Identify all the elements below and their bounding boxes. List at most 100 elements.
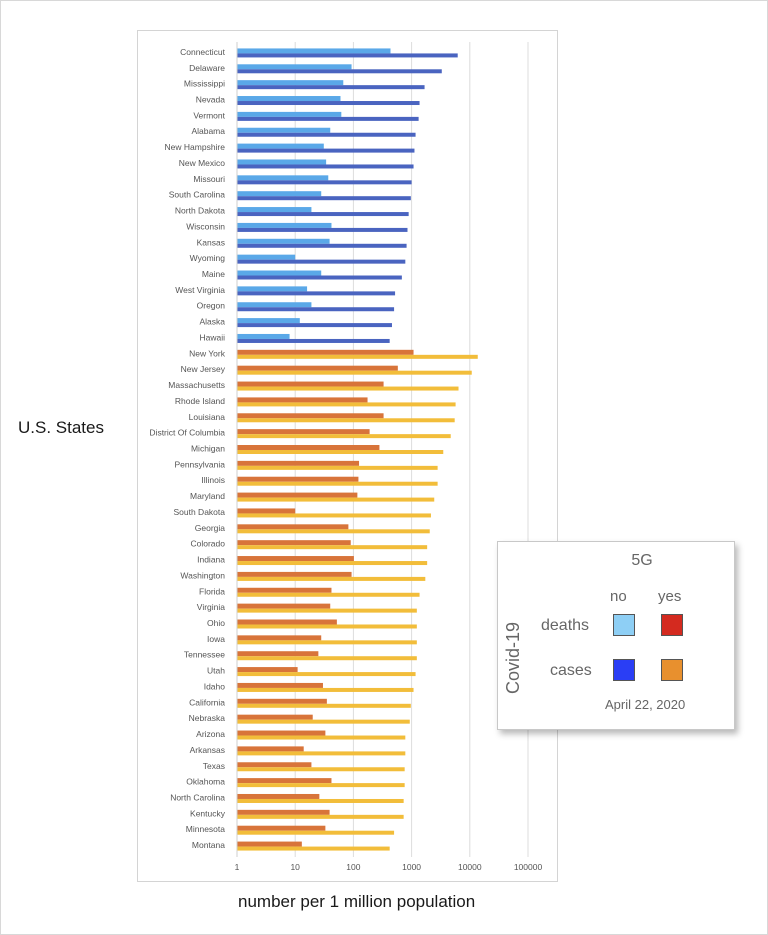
bar-deaths [237, 413, 384, 419]
bar-deaths [237, 64, 352, 70]
category-label: Virginia [197, 602, 225, 612]
category-label: North Carolina [170, 792, 225, 802]
bar-deaths [237, 397, 368, 403]
category-label: Iowa [207, 634, 225, 644]
legend-row-title: Covid-19 [503, 621, 523, 694]
category-label: New Hampshire [165, 142, 226, 152]
category-label: Kentucky [190, 808, 226, 818]
category-label: Florida [199, 586, 225, 596]
bar-deaths [237, 476, 359, 482]
bar-cases [237, 481, 438, 486]
category-label: Idaho [204, 681, 226, 691]
legend-date: April 22, 2020 [605, 697, 686, 712]
bar-deaths [237, 730, 326, 736]
category-label: New Mexico [179, 158, 226, 168]
x-tick-label: 100000 [514, 862, 543, 872]
category-label: Maine [202, 269, 225, 279]
bar-cases [237, 735, 406, 740]
bar-cases [237, 846, 390, 851]
legend: 5G no yes Covid-19 deaths cases April 22… [497, 541, 735, 730]
bar-cases [237, 767, 405, 772]
category-label: Michigan [191, 444, 225, 454]
bar-cases [237, 227, 408, 232]
bar-cases [237, 687, 414, 692]
bar-cases [237, 259, 406, 264]
bar-cases [237, 53, 458, 58]
y-axis-label: U.S. States [18, 418, 104, 437]
plot-panel [137, 30, 558, 882]
bar-cases [237, 116, 419, 121]
x-tick-label: 1 [235, 862, 240, 872]
bar-deaths [237, 318, 300, 324]
category-label: Oregon [197, 301, 226, 311]
category-label: Colorado [191, 539, 226, 549]
bar-cases [237, 450, 444, 454]
bar-cases [237, 370, 472, 375]
category-label: Mississippi [184, 79, 225, 89]
bar-cases [237, 164, 414, 169]
category-label: Indiana [197, 555, 225, 565]
bar-cases [237, 814, 404, 819]
bar-cases [237, 783, 405, 788]
category-label: Nevada [196, 95, 226, 105]
bar-cases [237, 545, 428, 550]
category-label: New Jersey [181, 364, 226, 374]
bar-deaths [237, 778, 332, 784]
category-label: Tennessee [184, 650, 225, 660]
bar-deaths [237, 793, 320, 799]
legend-swatch-cases-yes [661, 659, 683, 681]
bar-cases [237, 656, 417, 661]
bar-deaths [237, 667, 298, 673]
bar-cases [237, 307, 395, 312]
category-label: Vermont [193, 110, 225, 120]
bar-deaths [237, 143, 324, 149]
bar-cases [237, 323, 392, 328]
bar-cases [237, 703, 411, 708]
bar-cases [237, 402, 456, 407]
bar-deaths [237, 349, 414, 355]
category-label: Delaware [189, 63, 225, 73]
category-label: Arkansas [190, 745, 225, 755]
bar-deaths [237, 619, 337, 625]
bar-deaths [237, 540, 351, 546]
category-label: North Dakota [175, 206, 225, 216]
bar-deaths [237, 429, 370, 435]
x-axis-label: number per 1 million population [238, 892, 476, 911]
bar-cases [237, 212, 409, 217]
bar-deaths [237, 445, 380, 450]
category-label: Washington [180, 570, 225, 580]
category-label: Georgia [195, 523, 226, 533]
category-label: Maryland [190, 491, 225, 501]
bar-deaths [237, 714, 313, 720]
bar-cases [237, 529, 430, 534]
bar-cases [237, 148, 415, 153]
x-tick-label: 1000 [402, 862, 421, 872]
bar-deaths [237, 762, 312, 768]
bar-cases [237, 624, 417, 629]
bar-deaths [237, 508, 296, 514]
bar-deaths [237, 682, 323, 688]
bar-cases [237, 434, 451, 439]
bar-deaths [237, 286, 308, 292]
bar-deaths [237, 80, 344, 86]
category-label: New York [189, 348, 226, 358]
bar-cases [237, 497, 435, 502]
bar-cases [237, 640, 417, 645]
legend-row-cases: cases [550, 662, 592, 679]
bar-cases [237, 561, 428, 566]
category-label: Missouri [193, 174, 225, 184]
bar-cases [237, 513, 431, 518]
bar-deaths [237, 96, 341, 102]
bar-cases [237, 418, 455, 423]
bar-cases [237, 830, 395, 835]
category-label: Pennsylvania [174, 459, 225, 469]
category-label: Louisiana [189, 412, 226, 422]
bar-cases [237, 275, 402, 280]
legend-column-no: no [610, 588, 627, 605]
bar-deaths [237, 333, 290, 339]
bar-deaths [237, 222, 332, 228]
bar-cases [237, 672, 416, 677]
bar-deaths [237, 48, 391, 54]
category-label: Alaska [199, 317, 225, 327]
